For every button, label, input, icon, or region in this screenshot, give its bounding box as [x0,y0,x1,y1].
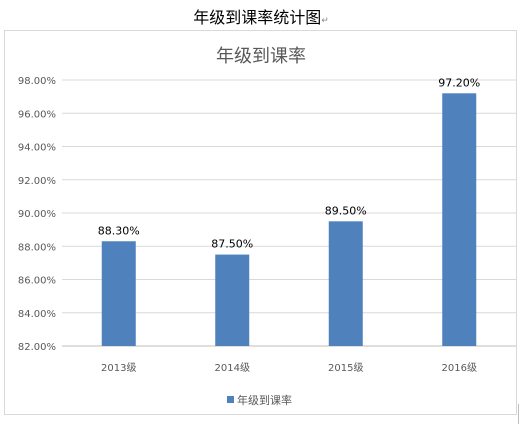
data-labels: 88.30% 87.50% 89.50% 97.20% [98,76,480,250]
paragraph-mark: ↵ [321,16,329,26]
legend-label: 年级到课率 [237,393,292,407]
legend-swatch [227,396,234,403]
x-tick-label: 2013级 [101,362,136,374]
legend: 年级到课率 [227,393,292,407]
chart-frame [4,30,517,415]
y-tick-label: 96.00% [18,109,56,120]
x-axis-tick-labels: 2013级 2014级 2015级 2016级 [101,362,477,374]
y-tick-label: 94.00% [18,143,56,154]
bars [101,93,477,346]
y-tick-label: 98.00% [18,76,56,87]
gridlines [62,79,516,347]
y-tick-label: 88.00% [18,242,56,253]
data-label: 97.20% [438,76,480,89]
data-label: 88.30% [98,224,140,237]
chart-title: 年级到课率 [216,46,306,67]
y-axis-tick-labels: 82.00% 84.00% 86.00% 88.00% 90.00% 92.00% 94.0… [18,76,56,353]
x-tick-label: 2016级 [442,362,477,374]
y-tick-label: 82.00% [18,342,56,353]
y-tick-label: 86.00% [18,276,56,287]
data-label: 87.50% [211,238,253,251]
page-edge-marker [518,404,519,424]
y-tick-label: 84.00% [18,309,56,320]
bar [328,221,363,346]
document-heading-text: 年级到课率统计图 [193,8,322,27]
y-tick-label: 90.00% [18,209,56,220]
document-heading: 年级到课率统计图↵ [0,4,522,28]
x-tick-label: 2015级 [328,362,363,374]
y-tick-label: 92.00% [18,176,56,187]
bar [442,93,477,346]
bar [215,254,250,346]
x-tick-label: 2014级 [215,362,250,374]
bar [101,241,136,346]
data-label: 89.50% [325,204,367,217]
